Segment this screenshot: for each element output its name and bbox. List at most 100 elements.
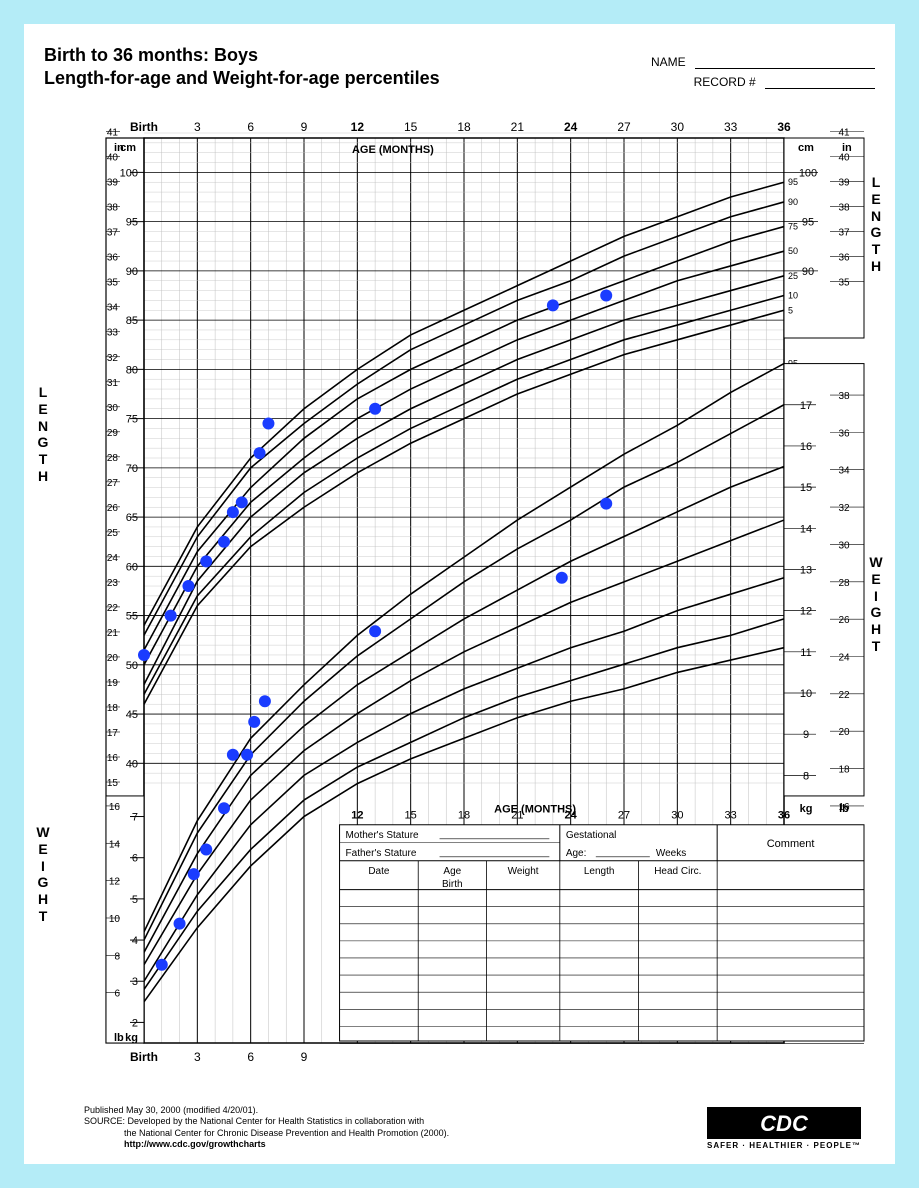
svg-text:22: 22 [107, 603, 119, 614]
svg-text:100: 100 [799, 167, 817, 179]
svg-text:30: 30 [671, 810, 683, 822]
svg-text:24: 24 [838, 653, 850, 664]
growth-chart: Birth369121518212427303336AGE (MONTHS)AG… [44, 93, 874, 1093]
svg-text:19: 19 [107, 678, 119, 689]
svg-text:31: 31 [107, 378, 119, 389]
svg-text:90: 90 [788, 197, 798, 207]
svg-text:16: 16 [107, 753, 119, 764]
svg-text:26: 26 [838, 615, 850, 626]
svg-text:30: 30 [107, 403, 119, 414]
svg-text:18: 18 [457, 120, 471, 134]
svg-text:40: 40 [838, 153, 850, 164]
svg-text:Mother's Stature: Mother's Stature [346, 830, 419, 841]
svg-text:8: 8 [803, 770, 809, 782]
svg-text:32: 32 [107, 353, 119, 364]
svg-text:21: 21 [107, 628, 119, 639]
svg-text:38: 38 [838, 203, 850, 214]
svg-text:20: 20 [838, 727, 850, 738]
title-line1: Birth to 36 months: Boys [44, 45, 258, 65]
svg-text:9: 9 [803, 729, 809, 741]
svg-text:38: 38 [107, 203, 119, 214]
svg-text:90: 90 [126, 266, 138, 278]
svg-text:37: 37 [107, 228, 119, 239]
svg-text:8: 8 [114, 951, 120, 962]
svg-text:33: 33 [107, 328, 119, 339]
svg-text:20: 20 [107, 653, 119, 664]
svg-text:15: 15 [800, 482, 812, 494]
svg-text:5: 5 [788, 305, 793, 315]
svg-text:32: 32 [838, 503, 850, 514]
svg-text:39: 39 [107, 178, 119, 189]
length-label-left: LENGTH [36, 384, 50, 485]
svg-text:35: 35 [107, 278, 119, 289]
svg-text:Age:: Age: [566, 848, 587, 859]
svg-text:24: 24 [564, 120, 578, 134]
svg-text:95: 95 [802, 217, 814, 229]
svg-text:40: 40 [107, 153, 119, 164]
svg-text:kg: kg [800, 803, 813, 815]
svg-text:9: 9 [301, 120, 308, 134]
cdc-logo: CDC SAFER · HEALTHIER · PEOPLE™ [707, 1107, 861, 1150]
svg-text:21: 21 [511, 120, 525, 134]
svg-text:3: 3 [132, 976, 138, 988]
svg-text:21: 21 [511, 810, 523, 822]
svg-text:cm: cm [798, 142, 814, 154]
svg-text:13: 13 [800, 564, 812, 576]
svg-text:30: 30 [671, 120, 685, 134]
svg-text:27: 27 [617, 120, 631, 134]
svg-text:Father's Stature: Father's Stature [346, 848, 417, 859]
svg-text:6: 6 [114, 989, 120, 1000]
svg-text:22: 22 [838, 690, 850, 701]
svg-text:7: 7 [132, 812, 138, 824]
svg-text:36: 36 [838, 428, 850, 439]
name-label: NAME [651, 55, 686, 69]
weight-label-left: WEIGHT [36, 824, 50, 925]
svg-text:75: 75 [788, 222, 798, 232]
svg-text:14: 14 [800, 523, 812, 535]
svg-text:24: 24 [107, 553, 119, 564]
svg-text:25: 25 [107, 528, 119, 539]
length-label-right: LENGTH [869, 174, 883, 275]
svg-text:15: 15 [107, 778, 119, 789]
record-field[interactable] [765, 76, 875, 89]
svg-text:75: 75 [126, 414, 138, 426]
svg-text:AGE (MONTHS): AGE (MONTHS) [352, 144, 434, 156]
svg-text:95: 95 [788, 177, 798, 187]
svg-text:36: 36 [778, 810, 790, 822]
svg-text:17: 17 [800, 400, 812, 412]
svg-text:33: 33 [725, 810, 737, 822]
svg-text:6: 6 [132, 853, 138, 865]
svg-text:25: 25 [788, 271, 798, 281]
svg-text:Comment: Comment [767, 838, 815, 850]
svg-text:Age: Age [443, 866, 461, 877]
svg-text:12: 12 [351, 810, 363, 822]
name-field[interactable] [695, 56, 875, 69]
svg-text:15: 15 [404, 120, 418, 134]
svg-text:18: 18 [838, 765, 850, 776]
svg-text:12: 12 [351, 120, 365, 134]
svg-text:10: 10 [109, 914, 121, 925]
svg-text:55: 55 [126, 611, 138, 623]
footer-text: Published May 30, 2000 (modified 4/20/01… [84, 1105, 449, 1150]
svg-text:30: 30 [838, 540, 850, 551]
svg-text:34: 34 [107, 303, 119, 314]
svg-text:Date: Date [368, 866, 390, 877]
svg-text:36: 36 [838, 253, 850, 264]
svg-text:17: 17 [107, 728, 119, 739]
svg-text:cm: cm [120, 142, 136, 154]
svg-text:10: 10 [788, 291, 798, 301]
svg-text:100: 100 [120, 167, 138, 179]
svg-text:11: 11 [800, 647, 811, 659]
svg-text:29: 29 [107, 428, 119, 439]
svg-text:15: 15 [405, 810, 417, 822]
svg-text:Birth: Birth [442, 879, 463, 890]
svg-text:35: 35 [838, 278, 850, 289]
svg-text:38: 38 [838, 391, 850, 402]
svg-text:36: 36 [107, 253, 119, 264]
svg-text:41: 41 [107, 128, 119, 139]
svg-text:lb: lb [114, 1032, 124, 1044]
svg-text:80: 80 [126, 364, 138, 376]
svg-text:Length: Length [584, 866, 615, 877]
svg-text:12: 12 [800, 606, 812, 618]
svg-text:85: 85 [126, 315, 138, 327]
